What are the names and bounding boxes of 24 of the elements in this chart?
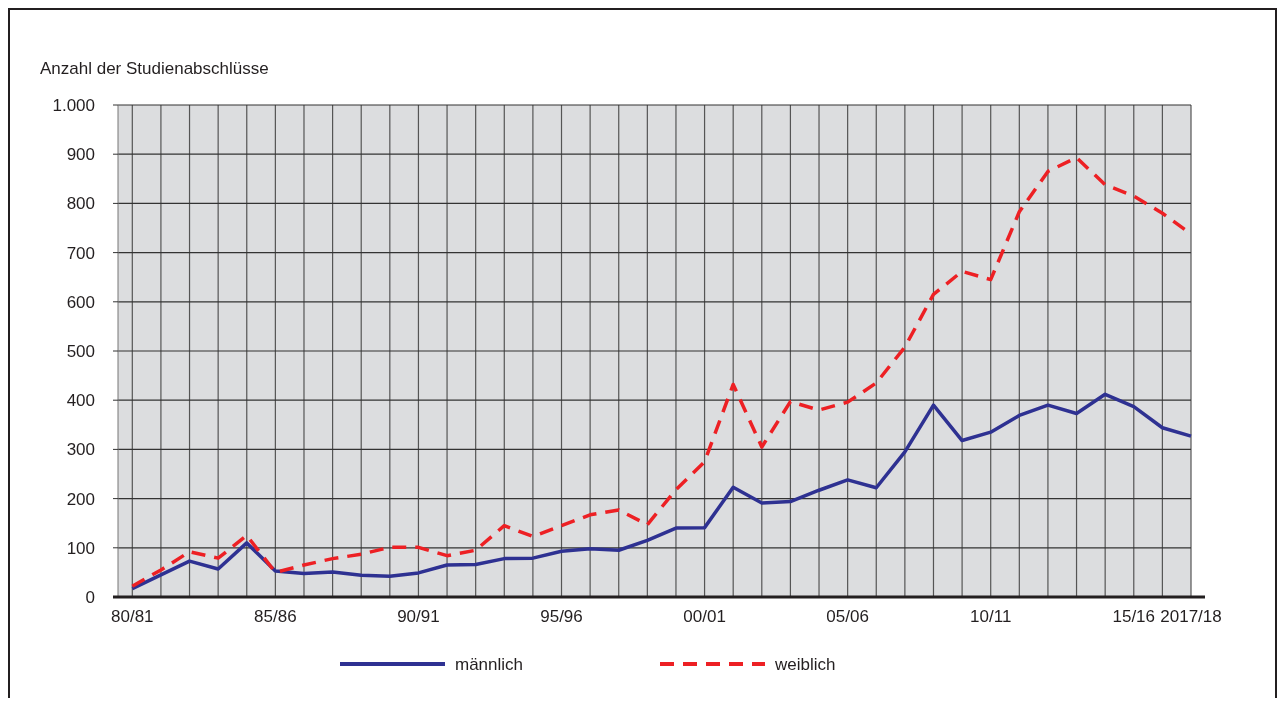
- x-tick-label: 80/81: [111, 607, 154, 626]
- y-tick-label: 200: [66, 489, 95, 509]
- x-tick-label: 85/86: [254, 607, 297, 626]
- y-tick-label: 800: [66, 194, 95, 214]
- y-axis-title: Anzahl der Studienabschlüsse: [40, 59, 269, 78]
- x-tick-label: 95/96: [540, 607, 583, 626]
- y-tick-label: 400: [66, 391, 95, 411]
- x-tick-label: 00/01: [683, 607, 726, 626]
- y-tick-label: 1.000: [52, 95, 95, 115]
- x-tick-label: 2017/18: [1160, 607, 1222, 626]
- x-tick-label: 10/11: [970, 607, 1012, 626]
- y-tick-label: 600: [66, 292, 95, 312]
- line-series: [130, 392, 1193, 591]
- y-tick-label: 500: [66, 341, 95, 361]
- y-tick-label: 300: [66, 440, 95, 460]
- x-tick-label: 90/91: [397, 607, 440, 626]
- x-tick-label: 15/16: [1112, 607, 1156, 626]
- legend-label: männlich: [455, 654, 524, 674]
- y-tick-label: 100: [66, 538, 95, 558]
- y-tick-label: 900: [66, 145, 95, 165]
- y-tick-label: 0: [85, 587, 95, 607]
- legend-label: weiblich: [774, 654, 836, 674]
- y-tick-label: 700: [66, 243, 95, 263]
- x-tick-label: 05/06: [826, 607, 869, 626]
